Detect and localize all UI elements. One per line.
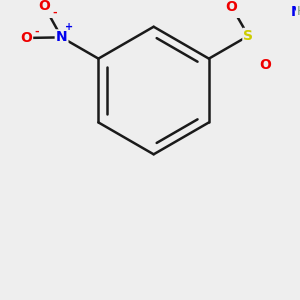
Text: O: O bbox=[226, 0, 238, 14]
Text: N: N bbox=[291, 4, 300, 19]
Text: N: N bbox=[56, 30, 68, 44]
Text: +: + bbox=[65, 22, 73, 32]
Text: O: O bbox=[20, 31, 32, 45]
Text: O: O bbox=[259, 58, 271, 72]
Text: -: - bbox=[34, 27, 39, 37]
Text: S: S bbox=[243, 29, 254, 43]
Text: H: H bbox=[296, 5, 300, 18]
Text: O: O bbox=[38, 0, 50, 14]
Text: -: - bbox=[53, 8, 57, 17]
